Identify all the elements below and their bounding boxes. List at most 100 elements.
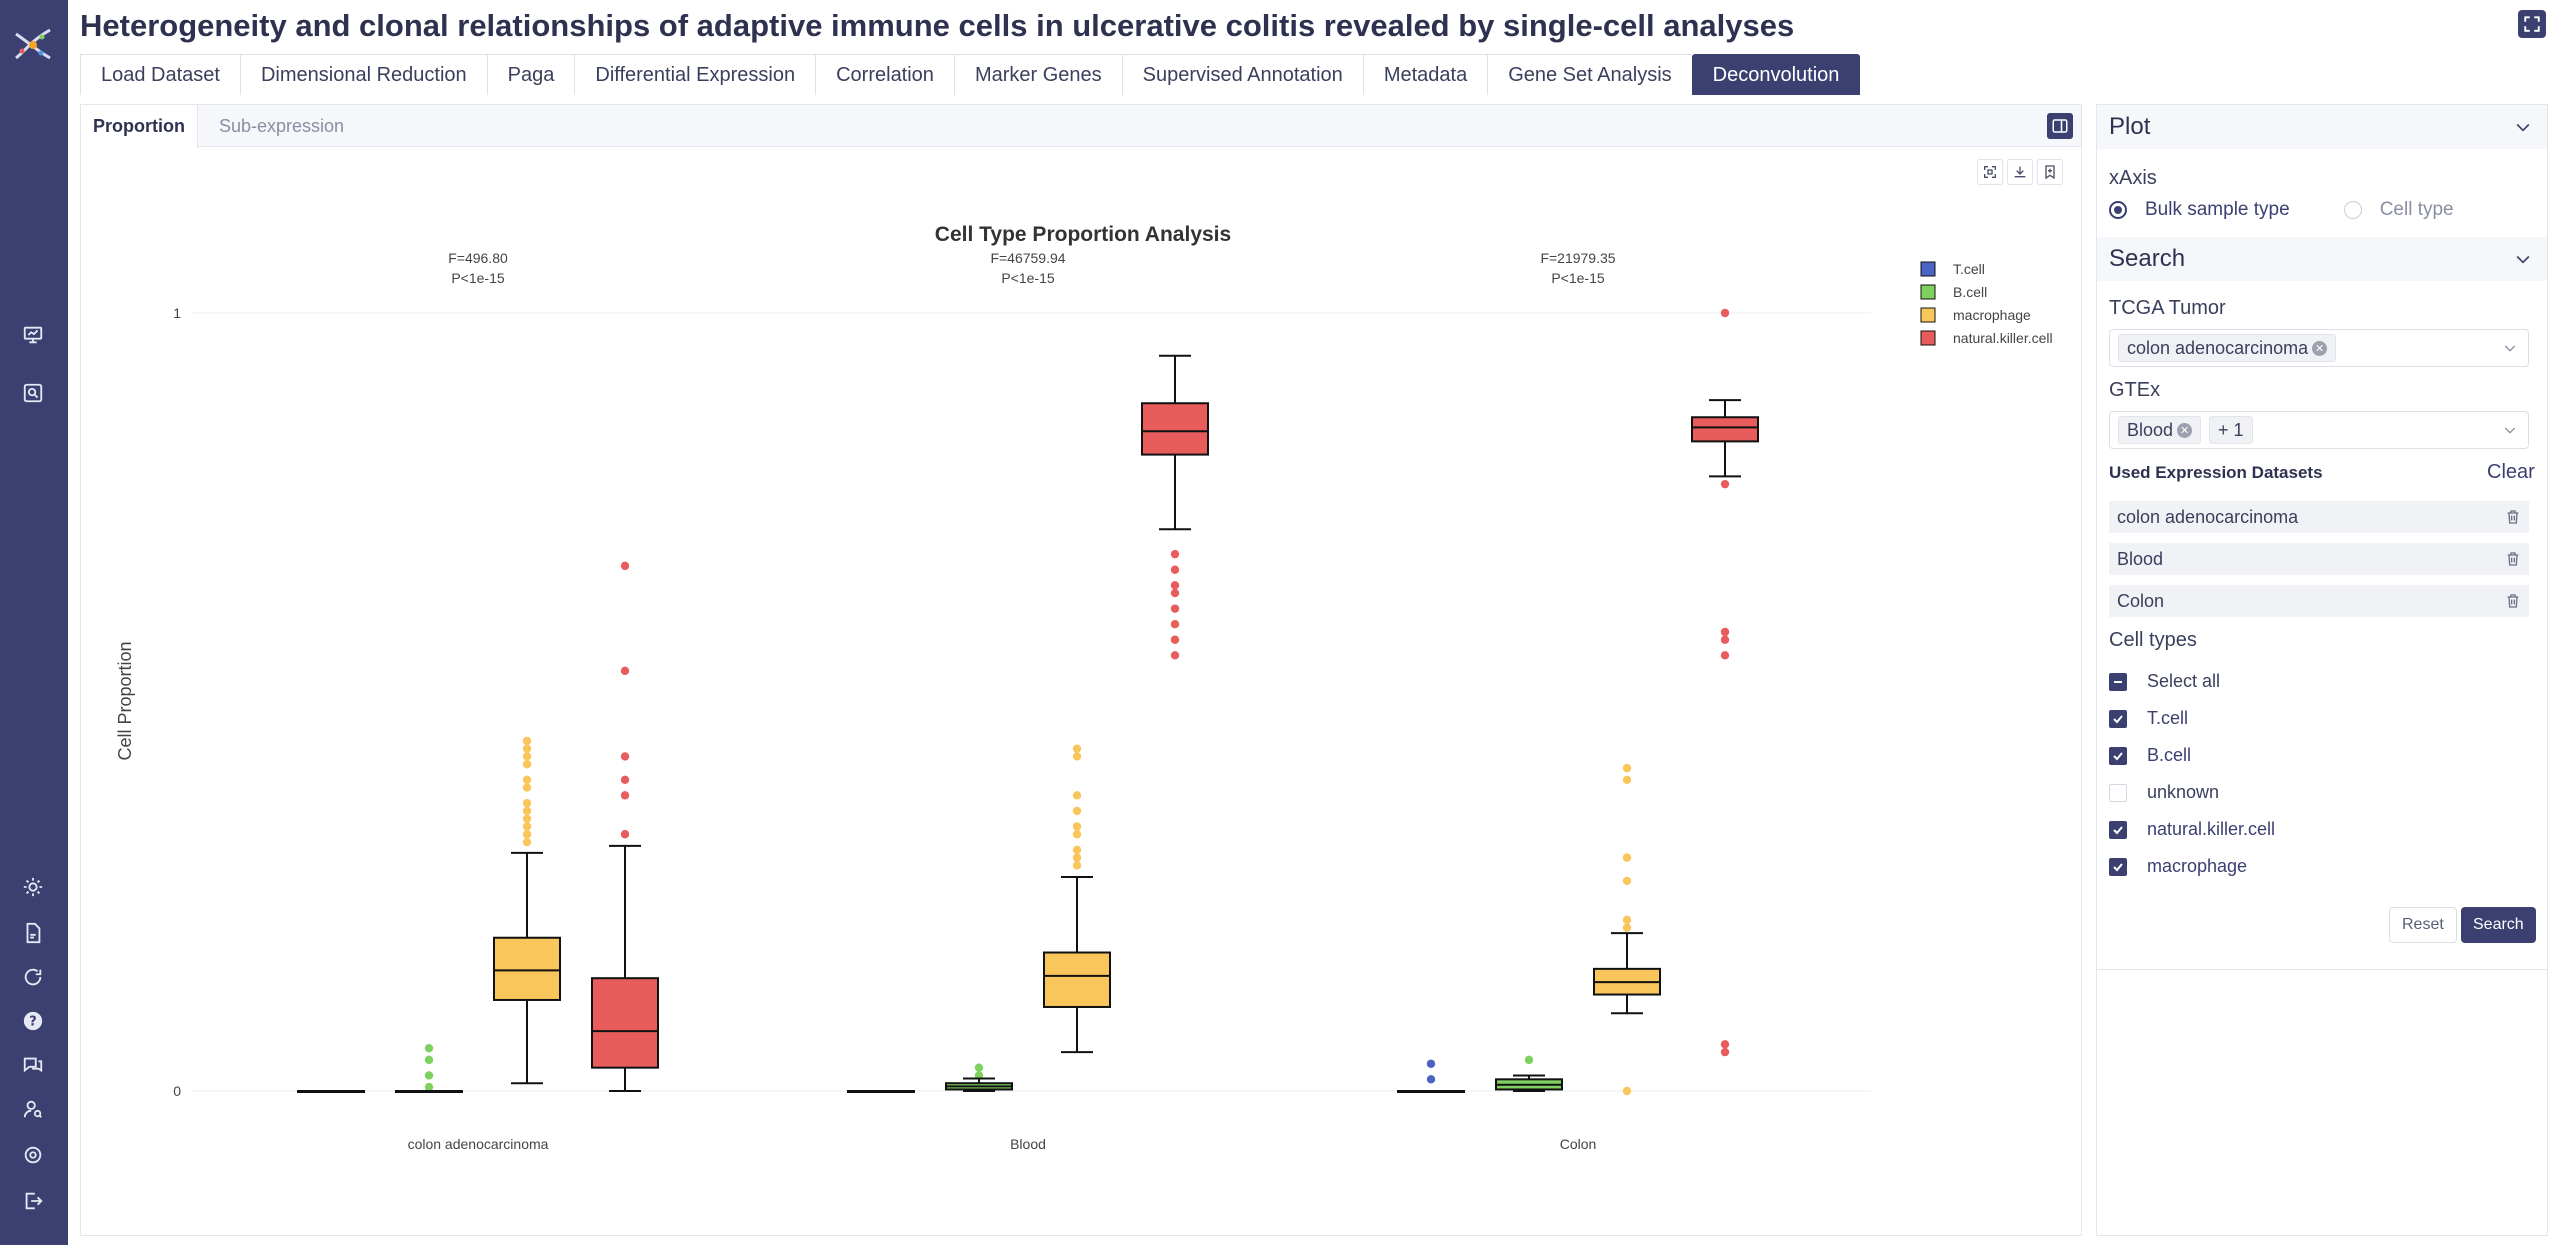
panel-toggle-button[interactable]	[2047, 113, 2073, 139]
x-tick-label: Colon	[1560, 1136, 1597, 1152]
outlier-point	[1170, 581, 1180, 590]
tab-marker-genes[interactable]: Marker Genes	[953, 54, 1122, 95]
trash-icon[interactable]	[2505, 550, 2521, 568]
expand-icon	[2524, 16, 2540, 32]
f-statistic-label: F=496.80	[448, 250, 508, 266]
checkbox-t-cell[interactable]: T.cell	[2109, 708, 2188, 729]
tab-metadata[interactable]: Metadata	[1362, 54, 1488, 95]
checkbox-partial-icon[interactable]	[2109, 672, 2127, 691]
subtab-sub-expression[interactable]: Sub-expression	[219, 115, 345, 136]
page-title: Heterogeneity and clonal relationships o…	[80, 8, 1795, 43]
box-plot-chart: 0 1 Cell Type Proportion Analysis Cell Prop…	[115, 223, 2053, 1152]
box-macrophage	[493, 936, 561, 1001]
tab-load-dataset[interactable]: Load Dataset	[80, 54, 240, 95]
outlier-point	[1720, 635, 1730, 644]
presentation-icon[interactable]	[20, 322, 46, 348]
checkbox-checked-icon[interactable]	[2109, 709, 2127, 728]
checkbox-unchecked-icon[interactable]	[2109, 783, 2127, 802]
chip-remove-icon[interactable]: ✕	[2312, 340, 2328, 356]
plot-section-header[interactable]: Plot	[2097, 105, 2547, 149]
tab-supervised-annotation[interactable]: Supervised Annotation	[1121, 54, 1363, 95]
used-datasets-title: Used Expression Datasets	[2109, 463, 2323, 482]
checkbox-checked-icon[interactable]	[2109, 820, 2127, 839]
outlier-point	[1720, 1040, 1730, 1049]
checkbox-checked-icon[interactable]	[2109, 857, 2127, 876]
legend-swatch	[1920, 261, 1936, 277]
dataset-row: colon adenocarcinoma	[2109, 501, 2529, 533]
outlier-point	[1622, 853, 1632, 862]
checkbox-macrophage[interactable]: macrophage	[2109, 856, 2247, 877]
clear-link[interactable]: Clear	[2487, 461, 2535, 483]
sub-tabs: Proportion Sub-expression	[81, 105, 2081, 148]
tab-differential-expression[interactable]: Differential Expression	[574, 54, 816, 95]
radio-cell-type[interactable]	[2343, 201, 2362, 219]
chip-remove-icon[interactable]: ✕	[2177, 422, 2193, 438]
checkbox-nk-cell[interactable]: natural.killer.cell	[2109, 819, 2275, 840]
checkbox-select-all[interactable]: Select all	[2109, 671, 2220, 692]
outlier-point	[1072, 830, 1082, 839]
divider	[2097, 969, 2547, 970]
outlier-point	[974, 1071, 984, 1080]
outlier-point	[424, 1082, 434, 1092]
outlier-point	[1720, 627, 1730, 637]
search-chart-icon[interactable]	[20, 380, 46, 406]
app-logo-icon[interactable]	[8, 20, 58, 70]
checkbox-b-cell[interactable]: B.cell	[2109, 745, 2191, 766]
tab-paga[interactable]: Paga	[486, 54, 575, 95]
refresh-icon[interactable]	[20, 964, 46, 990]
gtex-select[interactable]: Blood ✕ + 1	[2109, 411, 2529, 449]
download-button[interactable]	[2007, 159, 2033, 185]
fit-view-button[interactable]	[1977, 159, 2003, 185]
legend-label: T.cell	[1953, 261, 1985, 277]
outlier-point	[522, 783, 532, 792]
outlier-point	[424, 1071, 434, 1080]
p-value-label: P<1e-15	[451, 270, 505, 286]
outlier-point	[1072, 752, 1082, 761]
tab-dimensional-reduction[interactable]: Dimensional Reduction	[239, 54, 487, 95]
chat-icon[interactable]	[20, 1052, 46, 1078]
outlier-point	[1622, 775, 1632, 784]
p-value-label: P<1e-15	[1001, 270, 1055, 286]
outlier-point	[1170, 604, 1180, 613]
outlier-point	[522, 775, 532, 784]
reset-button[interactable]: Reset	[2389, 907, 2457, 943]
trash-icon[interactable]	[2505, 508, 2521, 526]
user-search-icon[interactable]	[20, 1096, 46, 1122]
outlier-point	[522, 736, 532, 746]
outlier-point	[522, 744, 532, 753]
bookmark-button[interactable]	[2037, 159, 2063, 185]
outlier-point	[1170, 549, 1180, 559]
checkbox-label: B.cell	[2147, 745, 2192, 765]
outlier-point	[1720, 308, 1730, 318]
settings-icon[interactable]	[20, 1142, 46, 1168]
outlier-point	[1072, 806, 1082, 816]
outlier-point	[620, 666, 630, 676]
xaxis-radio-group: Bulk sample type Cell type	[2109, 199, 2454, 221]
tcga-select[interactable]: colon adenocarcinoma ✕	[2109, 329, 2529, 367]
tab-correlation[interactable]: Correlation	[815, 54, 954, 95]
trash-icon[interactable]	[2505, 592, 2521, 610]
search-button[interactable]: Search	[2461, 907, 2536, 943]
checkbox-unknown[interactable]: unknown	[2109, 782, 2219, 803]
svg-text:?: ?	[29, 1015, 36, 1030]
document-icon[interactable]	[20, 920, 46, 946]
box-natural.killer.cell	[1691, 416, 1759, 443]
search-section-header[interactable]: Search	[2097, 237, 2547, 281]
dataset-label: Blood	[2117, 548, 2164, 569]
outlier-point	[522, 830, 532, 839]
main-tabs: Load Dataset Dimensional Reduction Paga …	[80, 54, 1861, 95]
outlier-point	[974, 1063, 984, 1072]
subtab-proportion[interactable]: Proportion	[81, 105, 198, 148]
chevron-down-icon	[2504, 427, 2516, 434]
checkbox-checked-icon[interactable]	[2109, 746, 2127, 765]
legend-swatch	[1920, 307, 1936, 323]
checkbox-label: macrophage	[2147, 856, 2248, 876]
radio-bulk-sample-type[interactable]	[2109, 201, 2127, 219]
theme-sun-icon[interactable]	[20, 874, 46, 900]
help-icon[interactable]: ?	[20, 1008, 46, 1034]
fullscreen-button[interactable]	[2518, 10, 2546, 38]
logout-icon[interactable]	[20, 1188, 46, 1214]
tab-deconvolution[interactable]: Deconvolution	[1691, 54, 1861, 95]
tab-gene-set-analysis[interactable]: Gene Set Analysis	[1487, 54, 1692, 95]
f-statistic-label: F=21979.35	[1540, 250, 1615, 266]
